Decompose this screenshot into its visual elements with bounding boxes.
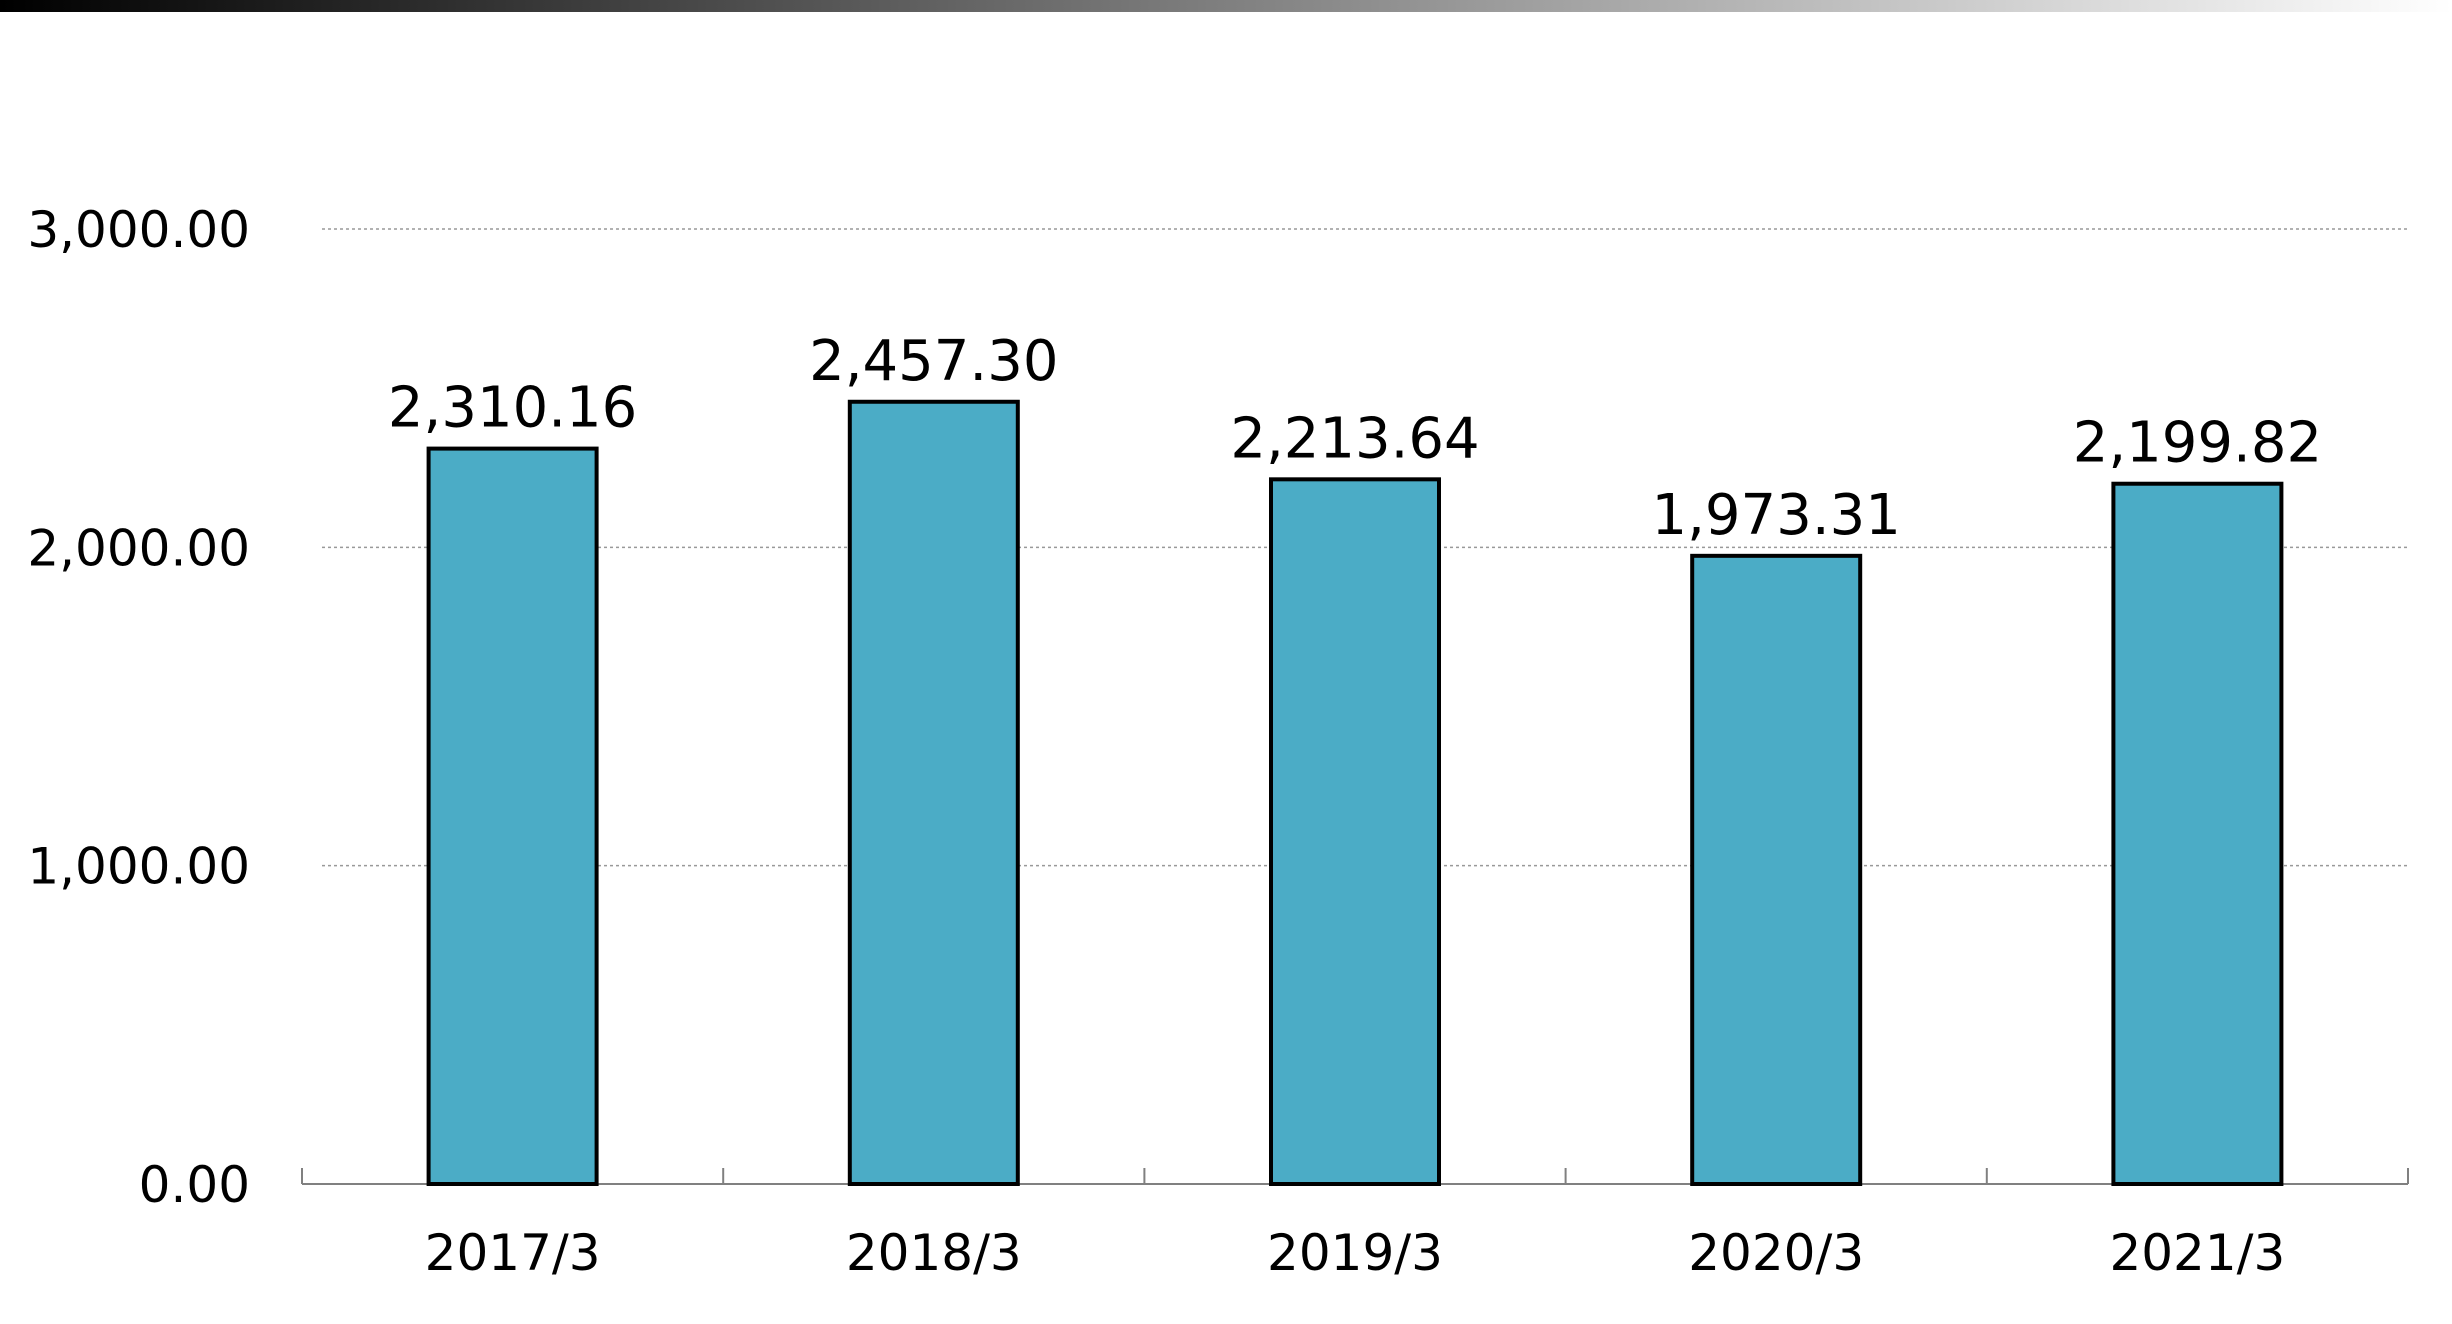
y-tick-label: 1,000.00 [27,838,250,896]
header-gradient-bar [0,0,2452,12]
data-label: 2,213.64 [1230,406,1479,471]
bar [426,446,599,1186]
category-label: 2018/3 [846,1224,1022,1282]
category-label: 2019/3 [1267,1224,1443,1282]
bars [426,399,2284,1187]
data-label: 2,310.16 [388,376,637,441]
data-label: 2,457.30 [809,329,1058,394]
y-axis-ticks: 0.00 1,000.00 2,000.00 3,000.00 [27,201,250,1214]
data-labels: 2,310.16 2,457.30 2,213.64 1,973.31 2,199.82 [388,329,2322,548]
bar [847,399,1020,1186]
data-label: 2,199.82 [2073,411,2322,476]
category-label: 2020/3 [1688,1224,1864,1282]
y-tick-label: 3,000.00 [27,201,250,259]
category-labels: 2017/3 2018/3 2019/3 2020/3 2021/3 [425,1224,2286,1282]
bar [2111,481,2284,1187]
data-label: 1,973.31 [1652,483,1901,548]
category-label: 2017/3 [425,1224,601,1282]
y-tick-label: 0.00 [139,1156,250,1214]
bar [1690,553,1863,1186]
bar [1269,477,1441,1186]
y-tick-label: 2,000.00 [27,519,250,577]
category-label: 2021/3 [2109,1224,2285,1282]
